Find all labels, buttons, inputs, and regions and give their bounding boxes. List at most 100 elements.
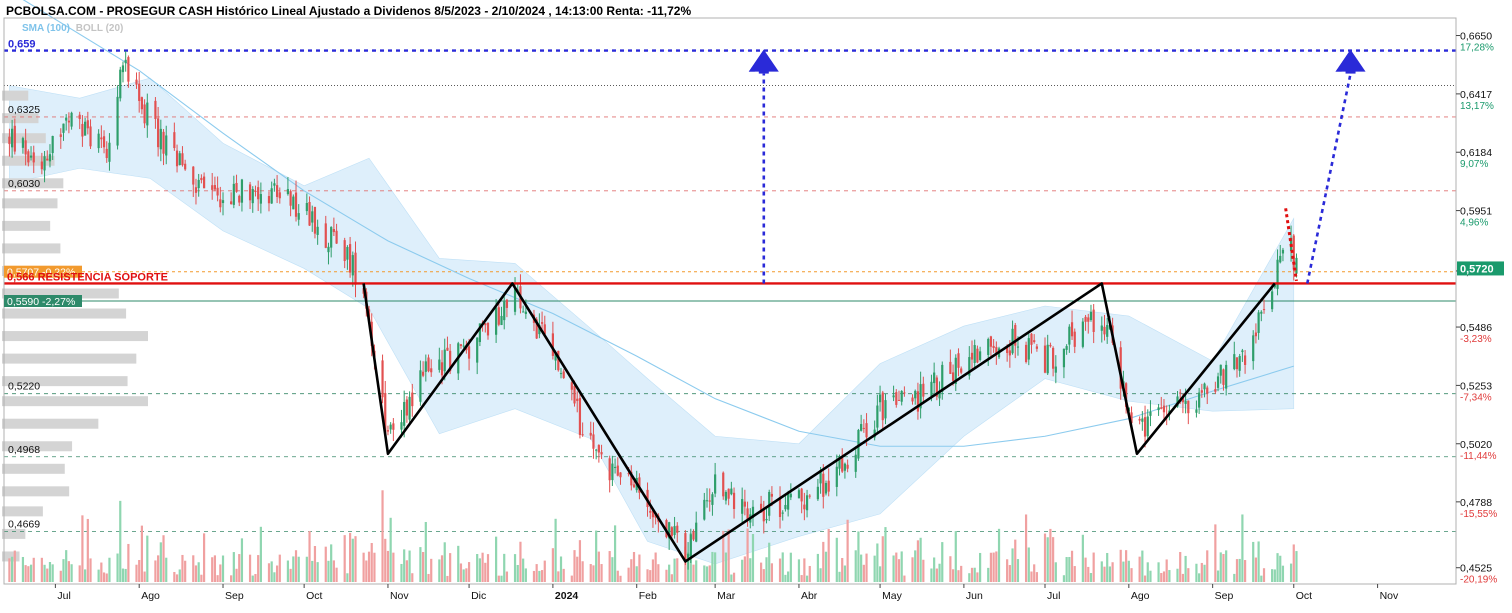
volume-bar (259, 526, 262, 582)
candle-body (762, 508, 765, 522)
volume-bar (1187, 568, 1190, 582)
target-marker-icon (1335, 49, 1366, 74)
volume-profile-bar (2, 551, 20, 562)
candle-body (1295, 257, 1298, 274)
candle-body (140, 97, 143, 110)
volume-bar (1027, 547, 1030, 582)
candle-body (876, 405, 879, 428)
candle-body (154, 100, 157, 119)
volume-bar (722, 530, 725, 582)
volume-bar (592, 565, 595, 582)
volume-bar (240, 538, 244, 582)
volume-bar (803, 558, 806, 582)
volume-bar (1238, 558, 1241, 582)
volume-profile-bar (2, 418, 99, 429)
candle-body (551, 333, 554, 356)
volume-bar (505, 571, 509, 582)
y-tick-label: 0,5486 (1460, 322, 1492, 334)
volume-bar (275, 565, 279, 582)
legend-sma: SMA (100) (22, 23, 70, 34)
candle-body (727, 488, 730, 499)
volume-bar (532, 570, 536, 582)
volume-bar (1054, 562, 1057, 582)
volume-bar (270, 561, 273, 582)
candle-body (294, 192, 298, 217)
candle-body (1008, 350, 1011, 356)
volume-bar (32, 557, 35, 582)
candle-body (1187, 400, 1190, 414)
candle-body (124, 59, 127, 64)
volume-profile-bar (2, 486, 70, 497)
volume-bar (354, 536, 357, 582)
volume-bar (143, 571, 146, 582)
candle-body (695, 522, 698, 542)
y-tick-label: 0,6417 (1460, 89, 1492, 101)
level-label: 0,659 (8, 39, 36, 51)
candle-body (230, 201, 233, 205)
candle-body (270, 188, 273, 204)
volume-bar (627, 567, 630, 582)
y-tick-label: 0,6184 (1460, 147, 1492, 159)
volume-bar (84, 569, 87, 582)
candle-body (1146, 416, 1149, 437)
candle-body (1200, 390, 1203, 393)
candle-body (100, 137, 103, 140)
volume-bar (178, 569, 181, 582)
candle-body (346, 246, 349, 260)
candle-body (157, 118, 160, 148)
candle-body (335, 230, 338, 244)
candle-body (900, 390, 903, 402)
volume-bar (1143, 575, 1147, 582)
volume-bar (919, 537, 922, 582)
candle-body (895, 392, 898, 405)
volume-bar (232, 552, 235, 582)
y-tick-label: 0,4525 (1460, 563, 1492, 575)
volume-bar (1087, 566, 1090, 582)
volume-bar (1254, 557, 1258, 582)
level-labels: 0,659 0,6325 0,6030 0,5707 -0,22%0,566 RESI… (4, 39, 168, 531)
volume-bar (708, 565, 711, 582)
candle-body (1027, 338, 1030, 360)
volume-bar (705, 566, 709, 582)
candle-body (805, 495, 809, 511)
volume-bar (1168, 570, 1171, 582)
candle-body (257, 187, 260, 200)
volume-bar (854, 550, 857, 582)
volume-bar (484, 562, 487, 582)
volume-bar (960, 565, 963, 582)
candle-body (62, 123, 65, 133)
candle-body (649, 510, 652, 513)
volume-bar (865, 553, 868, 582)
volume-bar (1125, 550, 1128, 582)
volume-bar (443, 542, 446, 582)
x-tick-label: Feb (639, 590, 657, 602)
candle-body (486, 322, 490, 336)
volume-bar (332, 560, 335, 582)
volume-bar (1100, 561, 1103, 582)
volume-bar (1008, 565, 1011, 582)
volume-bar (922, 559, 925, 582)
volume-bar (1225, 550, 1228, 582)
volume-bar (248, 554, 252, 582)
volume-bar (743, 556, 746, 582)
volume-bar (51, 564, 54, 582)
candle-body (108, 142, 111, 162)
volume-bar (759, 562, 763, 582)
volume-bar (46, 568, 49, 582)
candle-body (503, 301, 506, 321)
volume-bar (65, 550, 68, 582)
volume-bar (381, 490, 384, 582)
volume-bar (676, 558, 679, 582)
candle-body (616, 465, 619, 476)
volume-bar (554, 518, 557, 582)
volume-bar (1103, 566, 1106, 582)
candle-body (1279, 255, 1282, 263)
candle-body (254, 190, 257, 192)
candle-body (216, 187, 219, 196)
candle-body (311, 211, 314, 223)
volume-profile-bar (2, 396, 148, 407)
volume-bar (768, 542, 771, 582)
volume-bar (808, 565, 811, 582)
candle-body (732, 492, 736, 509)
candle-body (219, 199, 222, 208)
